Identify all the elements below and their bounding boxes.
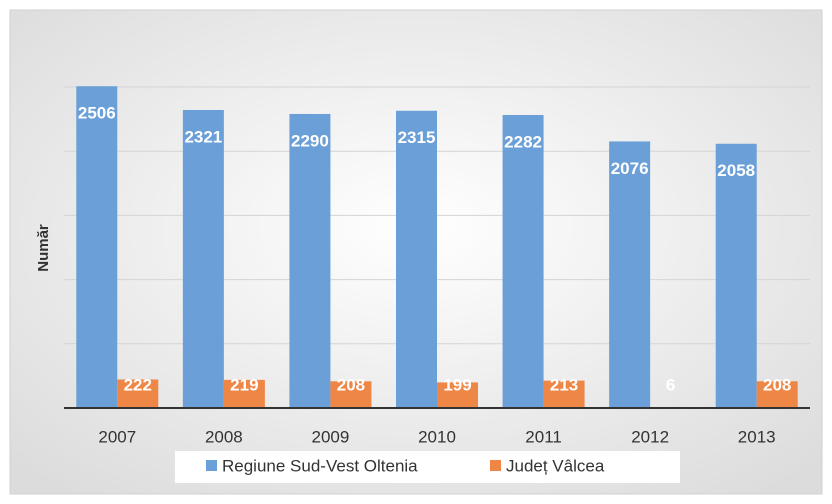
data-label: 2321: [184, 127, 222, 146]
data-label: 208: [763, 375, 791, 394]
data-label: 199: [443, 375, 471, 394]
x-tick-label: 2009: [312, 427, 350, 446]
bar: [543, 380, 585, 408]
x-tick-label: 2012: [631, 427, 669, 446]
data-label: 213: [550, 375, 578, 394]
data-label: 6: [666, 375, 675, 394]
legend-swatch: [206, 460, 217, 471]
legend-swatch: [490, 460, 501, 471]
bar: [715, 143, 757, 408]
bar: [756, 381, 798, 408]
legend-label: Județ Vâlcea: [506, 456, 605, 475]
data-label: 219: [230, 375, 258, 394]
data-label: 222: [124, 375, 152, 394]
data-label: 2506: [78, 104, 116, 123]
bars: 2506 222 2321 219 2290 208 2315 199 2282 213 2076 6…: [76, 86, 798, 409]
bar: [330, 381, 372, 408]
bar: [502, 114, 544, 408]
bar: [289, 113, 331, 409]
bar: [437, 382, 478, 408]
x-tick-label: 2013: [738, 427, 776, 446]
bar: [76, 86, 118, 408]
x-tick-label: 2011: [525, 427, 562, 446]
y-axis-title: Număr: [35, 224, 52, 272]
bar: [117, 379, 159, 408]
bar: [182, 109, 224, 409]
data-label: 2058: [717, 161, 755, 180]
bar: [396, 110, 437, 408]
legend-box: [175, 451, 680, 483]
x-tick-label: 2010: [418, 427, 456, 446]
bar: [223, 379, 265, 408]
data-label: 2290: [291, 131, 329, 150]
x-tick-label: 2007: [98, 427, 136, 446]
x-tick-label: 2008: [205, 427, 243, 446]
bar: [609, 141, 651, 409]
data-label: 2282: [504, 132, 542, 151]
legend-label: Regiune Sud-Vest Oltenia: [222, 456, 418, 475]
data-label: 208: [337, 375, 365, 394]
data-label: 2315: [398, 128, 436, 147]
data-label: 2076: [611, 159, 649, 178]
legend: Regiune Sud-Vest Oltenia Județ Vâlcea: [206, 456, 605, 475]
